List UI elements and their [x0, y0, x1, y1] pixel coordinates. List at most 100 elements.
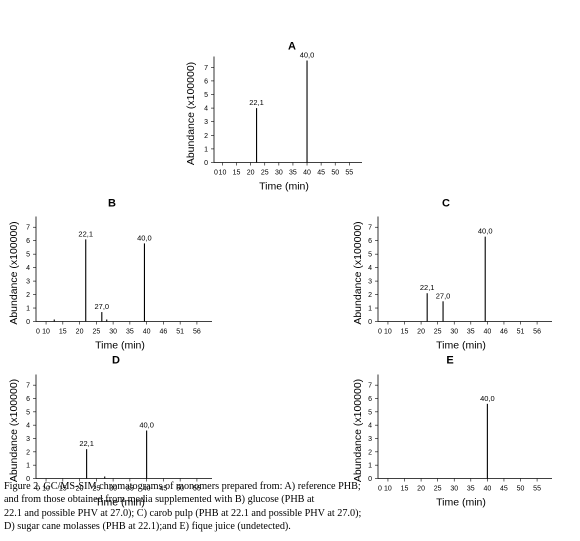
- x-tick-label: 35: [467, 486, 475, 493]
- x-tick-label: 40: [483, 329, 491, 336]
- y-tick-label: 1: [26, 463, 30, 470]
- x-tick-label: 20: [417, 486, 425, 493]
- y-tick-label: 2: [26, 292, 30, 299]
- x-tick-label: 10: [42, 486, 50, 493]
- y-tick-label: 0: [368, 319, 372, 326]
- caption-line-2: and from those obtained from media suppl…: [4, 494, 315, 506]
- panel-letter: B: [108, 198, 116, 210]
- y-tick-label: 5: [368, 252, 372, 259]
- x-tick-label: 46: [159, 329, 167, 336]
- x-tick-label: 46: [500, 329, 508, 336]
- x-tick-label: 50: [331, 170, 339, 177]
- peak-label: 40,0: [300, 51, 315, 60]
- x-tick-label: 35: [289, 170, 297, 177]
- x-tick-label: 35: [126, 486, 134, 493]
- x-tick-label: 25: [434, 329, 442, 336]
- y-tick-label: 2: [26, 449, 30, 456]
- y-tick-label: 5: [368, 409, 372, 416]
- y-tick-label: 0: [368, 476, 372, 483]
- x-tick-label: 55: [533, 486, 541, 493]
- y-tick-label: 4: [204, 106, 208, 113]
- x-tick-label: 25: [434, 486, 442, 493]
- peak-label: 27,0: [436, 291, 451, 300]
- peak-label: 40,0: [139, 421, 154, 430]
- x-tick-label: 30: [109, 486, 117, 493]
- peak-label: 22,1: [78, 229, 93, 238]
- y-tick-label: 3: [204, 119, 208, 126]
- y-tick-label: 3: [368, 279, 372, 286]
- x-tick-label: 15: [401, 486, 409, 493]
- y-tick-label: 1: [26, 306, 30, 313]
- y-tick-label: 7: [26, 383, 30, 390]
- x-tick-label: 35: [467, 329, 475, 336]
- x-tick-label: 20: [417, 329, 425, 336]
- x-tick-label: 35: [126, 329, 134, 336]
- x-tick-label: 40: [303, 170, 311, 177]
- y-tick-label: 0: [26, 476, 30, 483]
- y-tick-label: 3: [368, 436, 372, 443]
- x-tick-label: 0: [378, 329, 382, 336]
- x-tick-label: 56: [533, 329, 541, 336]
- caption-line-4: D) sugar cane molasses (PHB at 22.1);and…: [4, 520, 291, 532]
- x-tick-label: 10: [42, 329, 50, 336]
- x-tick-label: 30: [109, 329, 117, 336]
- y-tick-label: 2: [368, 449, 372, 456]
- y-tick-label: 6: [26, 396, 30, 403]
- x-axis-label: Time (min): [95, 497, 145, 509]
- peak-label: 40,0: [478, 227, 493, 236]
- x-tick-label: 55: [193, 486, 201, 493]
- caption-line-1: Figure 2. GC/MS-SIM chromatograms of mon…: [4, 481, 361, 492]
- y-tick-label: 7: [204, 65, 208, 72]
- y-tick-label: 4: [368, 265, 372, 272]
- x-tick-label: 15: [59, 329, 67, 336]
- y-tick-label: 3: [26, 436, 30, 443]
- y-tick-label: 6: [368, 238, 372, 245]
- y-tick-label: 2: [368, 292, 372, 299]
- x-tick-label: 25: [92, 486, 100, 493]
- peak-label: 40,0: [480, 394, 495, 403]
- y-axis-label: Abundance (x100000): [352, 221, 364, 324]
- x-tick-label: 10: [384, 486, 392, 493]
- peak-label: 40,0: [137, 233, 152, 242]
- y-tick-label: 0: [26, 319, 30, 326]
- peak-label: 22,1: [420, 283, 435, 292]
- x-tick-label: 30: [275, 170, 283, 177]
- y-tick-label: 1: [368, 463, 372, 470]
- caption-line-3: 22.1 and possible PHV at 27.0); C) carob…: [4, 507, 362, 519]
- x-tick-label: 40: [143, 329, 151, 336]
- x-tick-label: 55: [345, 170, 353, 177]
- y-tick-label: 4: [26, 423, 30, 430]
- y-axis-label: Abundance (x100000): [352, 379, 364, 482]
- x-tick-label: 0: [214, 170, 218, 177]
- y-tick-label: 7: [368, 225, 372, 232]
- y-tick-label: 7: [26, 225, 30, 232]
- x-tick-label: 51: [176, 329, 184, 336]
- y-tick-label: 6: [26, 238, 30, 245]
- x-tick-label: 45: [317, 170, 325, 177]
- x-tick-label: 25: [92, 329, 100, 336]
- x-tick-label: 51: [517, 329, 525, 336]
- x-tick-label: 30: [450, 486, 458, 493]
- x-tick-label: 50: [176, 486, 184, 493]
- panel-letter: C: [442, 198, 450, 210]
- x-axis-label: Time (min): [436, 497, 486, 509]
- y-tick-label: 1: [368, 306, 372, 313]
- y-tick-label: 2: [204, 133, 208, 140]
- peak-label: 22,1: [79, 439, 94, 448]
- panel-letter: A: [288, 41, 296, 53]
- x-tick-label: 10: [219, 170, 227, 177]
- x-tick-label: 30: [450, 329, 458, 336]
- peak-label: 22,1: [249, 98, 264, 107]
- y-tick-label: 5: [204, 92, 208, 99]
- y-tick-label: 7: [368, 383, 372, 390]
- x-tick-label: 15: [59, 486, 67, 493]
- x-tick-label: 15: [233, 170, 241, 177]
- y-tick-label: 4: [26, 265, 30, 272]
- figure-caption: Figure 2. GC/MS-SIM chromatograms of mon…: [4, 480, 576, 533]
- y-tick-label: 1: [204, 146, 208, 153]
